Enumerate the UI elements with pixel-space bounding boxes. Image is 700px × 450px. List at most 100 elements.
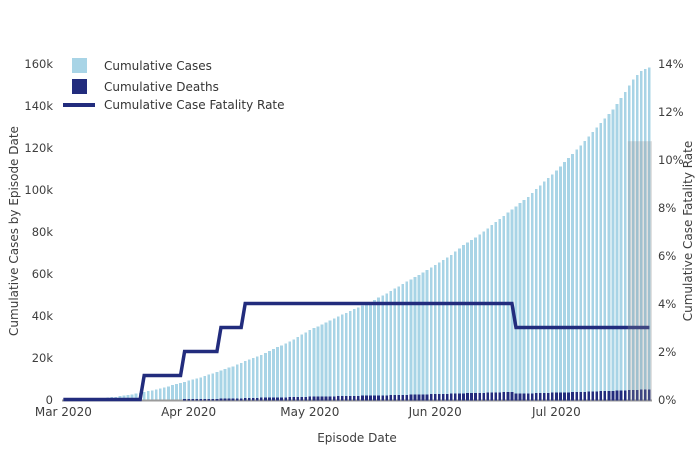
right-axis-title: Cumulative Case Fatality Rate: [681, 140, 695, 322]
deaths-bar: [255, 397, 259, 401]
cases-bar: [502, 215, 506, 400]
cumulative-cases-bars[interactable]: [74, 67, 651, 400]
cases-bar: [276, 347, 279, 400]
deaths-bar: [377, 395, 380, 401]
deaths-bar: [526, 393, 530, 401]
right-axis-tick-label: 14%: [658, 56, 684, 71]
deaths-bar: [631, 389, 635, 401]
deaths-bar: [546, 392, 550, 401]
right-axis-tick-label: 2%: [658, 344, 677, 359]
cases-bar: [611, 109, 615, 400]
deaths-bar: [555, 392, 558, 401]
deaths-bar: [316, 396, 320, 401]
cases-bar: [179, 382, 182, 400]
deaths-bar: [575, 392, 578, 401]
deaths-bar: [308, 396, 312, 401]
cases-bar: [551, 174, 554, 400]
deaths-bar: [522, 393, 526, 401]
cases-bar: [437, 262, 441, 400]
legend-item-cumulative-deaths[interactable]: Cumulative Deaths: [63, 76, 285, 97]
deaths-bar: [320, 396, 324, 401]
cases-bar: [381, 295, 384, 400]
deaths-bar: [599, 391, 603, 401]
deaths-bar: [595, 391, 599, 401]
deaths-bar: [478, 392, 481, 401]
cases-bar: [243, 361, 247, 400]
x-axis-title: Episode Date: [317, 431, 397, 445]
cases-bar: [361, 305, 364, 400]
deaths-bar: [563, 392, 566, 401]
deaths-bar: [607, 390, 611, 401]
right-axis-tick-label: 0%: [658, 392, 677, 407]
cases-bar: [312, 328, 316, 400]
deaths-bar: [272, 397, 275, 401]
right-axis-tick-label: 4%: [658, 296, 677, 311]
cases-bar: [583, 141, 587, 400]
deaths-bar: [211, 398, 215, 401]
cases-bar: [397, 286, 401, 400]
cases-bar: [530, 193, 534, 400]
legend-label: Cumulative Case Fatality Rate: [104, 98, 285, 112]
cases-bar: [603, 118, 607, 400]
deaths-bar: [183, 399, 186, 401]
deaths-bar: [530, 393, 534, 401]
deaths-bar: [449, 393, 453, 401]
deaths-bar: [369, 395, 372, 401]
cases-bar: [623, 91, 627, 400]
legend-item-cumulative-cases[interactable]: Cumulative Cases: [63, 55, 285, 76]
cases-bar: [595, 127, 599, 400]
cases-bar: [643, 69, 647, 400]
deaths-bar: [429, 394, 433, 401]
cases-bar: [130, 394, 134, 400]
cases-bar: [296, 337, 300, 400]
cases-bar: [369, 301, 372, 400]
deaths-bar: [498, 392, 502, 401]
cases-bar: [639, 70, 643, 400]
deaths-bar: [538, 393, 542, 401]
left-axis-tick-label: 140k: [24, 98, 53, 113]
cases-bar: [575, 149, 578, 400]
cases-bar: [365, 303, 368, 400]
deaths-bar: [385, 395, 389, 401]
cases-swatch-icon: [71, 58, 87, 73]
deaths-bar: [514, 393, 518, 401]
left-axis-tick-label: 100k: [24, 182, 53, 197]
deaths-bar: [381, 395, 384, 401]
cases-bar: [486, 228, 490, 400]
cfr-line[interactable]: [63, 301, 650, 402]
deaths-bar: [344, 396, 348, 401]
right-axis-tick-label: 8%: [658, 200, 677, 215]
legend-item-cfr[interactable]: Cumulative Case Fatality Rate: [63, 97, 285, 113]
deaths-bar: [304, 396, 308, 401]
deaths-bar: [348, 395, 352, 401]
deaths-bar: [195, 399, 199, 401]
deaths-bar: [571, 392, 574, 401]
deaths-bar: [635, 389, 639, 401]
cases-bar: [268, 350, 271, 400]
deaths-bar: [332, 396, 336, 401]
left-axis-tick-label: 0: [45, 392, 53, 407]
deaths-bar: [466, 393, 469, 401]
deaths-bar: [223, 398, 227, 401]
deaths-bar: [207, 399, 211, 401]
cases-bar: [635, 75, 639, 400]
cumulative-deaths-bars[interactable]: [183, 389, 651, 401]
cases-bar: [211, 373, 215, 400]
deaths-bar: [567, 392, 570, 401]
deaths-bar: [587, 391, 591, 401]
deaths-bar: [276, 397, 279, 401]
deaths-bar: [462, 393, 465, 401]
cases-bar: [316, 326, 320, 400]
deaths-bar: [393, 395, 397, 401]
deaths-bar: [405, 394, 409, 401]
deaths-bar: [199, 399, 203, 401]
cases-bar: [171, 385, 174, 400]
cases-bar: [348, 311, 352, 400]
cases-bar: [498, 218, 502, 400]
cases-bar: [239, 362, 243, 400]
cases-bar: [251, 357, 255, 400]
cases-bar: [304, 332, 308, 400]
cases-bar: [332, 318, 336, 400]
